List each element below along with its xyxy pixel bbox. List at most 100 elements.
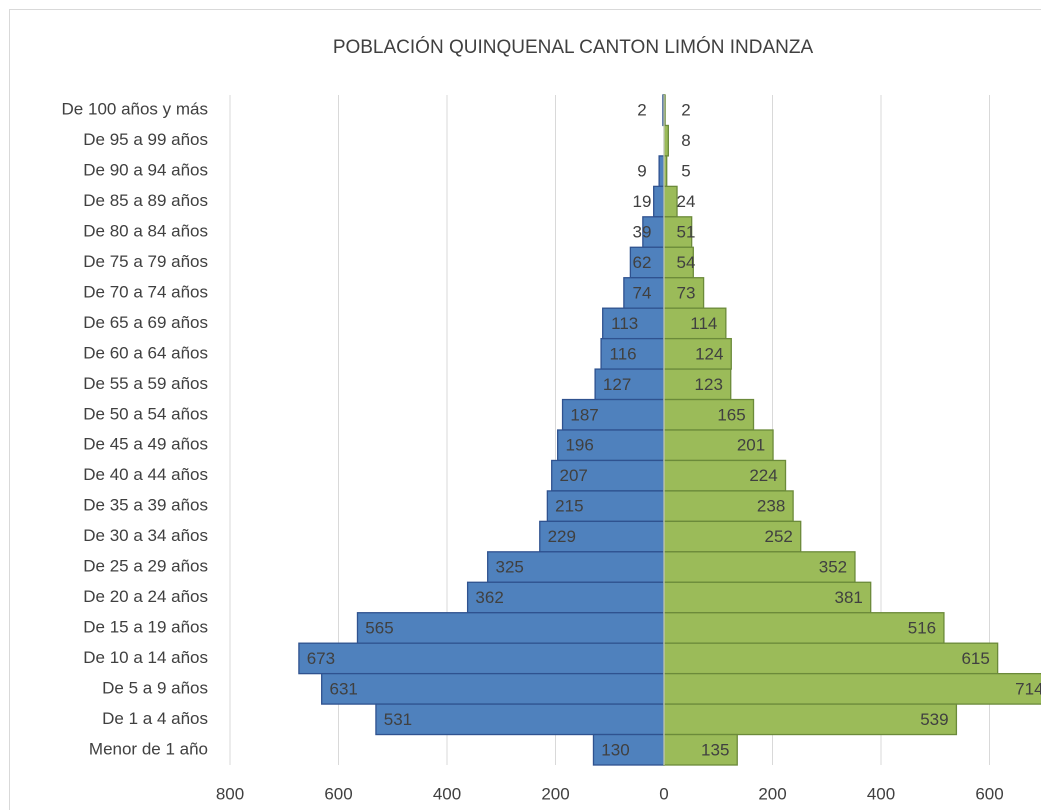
y-tick-label: De 100 años y más (62, 100, 208, 119)
bar (539, 520, 665, 553)
bar (466, 581, 665, 614)
bar (663, 490, 794, 523)
data-label: 54 (677, 253, 696, 272)
bar (375, 703, 665, 736)
data-label: 565 (365, 618, 393, 637)
data-label: 8 (681, 131, 690, 150)
data-label: 113 (611, 314, 638, 333)
data-label: 127 (603, 375, 631, 394)
bar (653, 185, 665, 218)
bar (663, 612, 945, 644)
data-label: 224 (749, 466, 777, 485)
y-tick-label: De 85 a 89 años (83, 191, 208, 210)
data-label: 51 (677, 223, 696, 242)
data-label: 62 (633, 253, 652, 272)
bar (663, 551, 856, 583)
y-tick-label: De 95 a 99 años (83, 130, 208, 149)
series: 2 8 5 24 51 54 73 114 124 123 165 201 224 238 252 352 38… (663, 94, 1041, 766)
bar (663, 368, 732, 401)
data-label: 24 (677, 192, 696, 211)
data-label: 631 (329, 679, 357, 698)
y-tick-label: De 50 a 54 años (83, 404, 208, 423)
data-label: 362 (475, 588, 503, 607)
data-label: 39 (633, 223, 652, 242)
data-label: 187 (570, 405, 598, 424)
data-label: 2 (637, 101, 646, 120)
data-label: 381 (835, 588, 863, 607)
x-tick-label: 800 (216, 784, 244, 803)
bar (663, 429, 774, 462)
y-tick-label: De 25 a 29 años (83, 557, 208, 576)
y-tick-label: De 65 a 69 años (83, 313, 208, 332)
y-tick-label: Menor de 1 año (89, 739, 208, 758)
y-tick-label: De 80 a 84 años (83, 222, 208, 241)
data-label: 252 (765, 527, 793, 546)
y-tick-label: De 20 a 24 años (83, 587, 208, 606)
data-label: 2 (681, 101, 690, 120)
bar (663, 642, 999, 675)
bar (663, 307, 727, 340)
bar (663, 185, 678, 218)
y-tick-label: De 45 a 49 años (83, 435, 208, 454)
bar (551, 459, 665, 492)
data-label: 238 (757, 497, 785, 516)
bar (298, 642, 665, 675)
x-tick-label: 400 (867, 784, 895, 803)
y-tick-label: De 75 a 79 años (83, 252, 208, 271)
data-label: 124 (695, 344, 723, 363)
data-label: 73 (677, 283, 696, 302)
data-label: 516 (908, 618, 936, 637)
y-tick-label: De 60 a 64 años (83, 343, 208, 362)
bar (663, 672, 1041, 705)
y-tick-label: De 40 a 44 años (83, 465, 208, 484)
bar (658, 155, 665, 188)
bar (561, 398, 665, 431)
x-tick-label: 200 (758, 784, 786, 803)
y-tick-label: De 55 a 59 años (83, 374, 208, 393)
y-tick-label: De 5 a 9 años (102, 678, 208, 697)
data-label: 673 (307, 649, 335, 668)
data-label: 74 (633, 283, 652, 302)
data-label: 135 (701, 740, 729, 759)
data-label: 201 (737, 436, 765, 455)
bar (663, 277, 705, 309)
data-label: 325 (496, 558, 524, 577)
data-label: 5 (681, 162, 690, 181)
x-tick-label: 600 (975, 784, 1003, 803)
data-label: 207 (560, 466, 588, 485)
y-tick-label: De 30 a 34 años (83, 526, 208, 545)
data-label: 196 (565, 436, 593, 455)
bar (663, 703, 958, 736)
data-label: 19 (633, 192, 652, 211)
x-tick-label: 400 (433, 784, 461, 803)
x-tick-label: 0 (659, 784, 668, 803)
data-label: 229 (548, 527, 576, 546)
bar (321, 672, 665, 705)
bar (663, 124, 669, 157)
bar (356, 612, 665, 644)
data-label: 352 (819, 558, 847, 577)
chart-border (9, 9, 1041, 810)
y-tick-label: De 35 a 39 años (83, 496, 208, 515)
data-label: 9 (637, 162, 646, 181)
data-label: 615 (961, 649, 989, 668)
y-tick-label: De 15 a 19 años (83, 617, 208, 636)
data-label: 116 (610, 344, 637, 363)
data-label: 539 (920, 710, 948, 729)
y-tick-label: De 90 a 94 años (83, 161, 208, 180)
bar (663, 246, 694, 279)
chart-title: POBLACIÓN QUINQUENAL CANTON LIMÓN INDANZ… (333, 36, 814, 58)
series: 2 9 19 39 62 74 113 116 127 187 196 207 215 229 325 362… (298, 94, 665, 766)
data-label: 165 (717, 405, 745, 424)
y-tick-label: De 70 a 74 años (83, 282, 208, 301)
data-label: 531 (384, 710, 412, 729)
data-label: 714 (1015, 679, 1041, 698)
data-label: 215 (555, 497, 583, 516)
data-label: 123 (695, 375, 723, 394)
x-tick-label: 200 (541, 784, 569, 803)
x-tick-label: 600 (324, 784, 352, 803)
data-label: 114 (690, 314, 717, 333)
data-label: 130 (601, 740, 629, 759)
y-tick-label: De 10 a 14 años (83, 648, 208, 667)
